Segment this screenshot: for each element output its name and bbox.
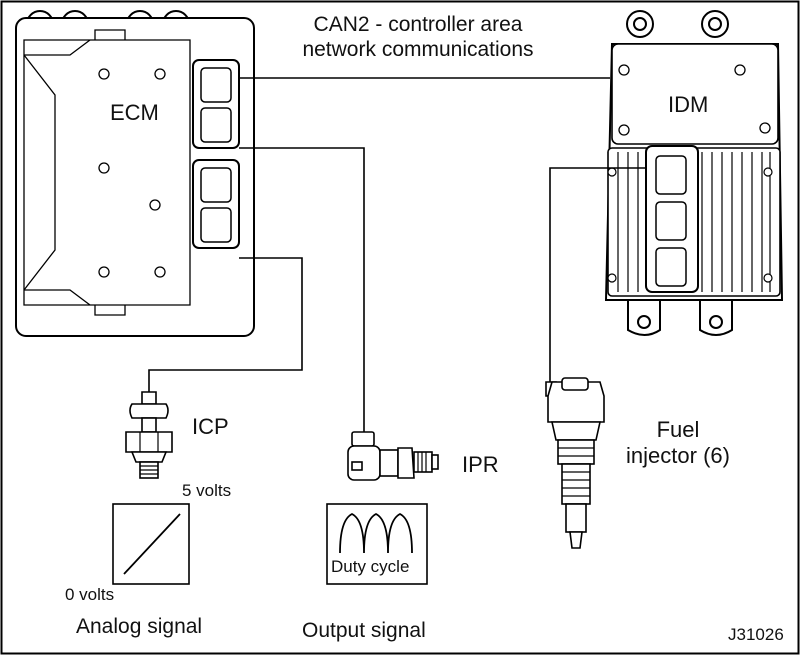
can2-label-line1: CAN2 - controller area — [313, 13, 523, 36]
fuel-injector-label-line2: injector (6) — [626, 443, 730, 469]
analog-signal-line — [123, 513, 181, 575]
fuel-injector-label-line1: Fuel — [656, 417, 700, 442]
duty-cycle-waveform — [339, 512, 413, 554]
duty-cycle-label: Duty cycle — [331, 557, 410, 576]
icp-wire — [148, 257, 303, 392]
fuel-injector-label: Fuel injector (6) — [608, 417, 748, 470]
can2-label-line2: network communications — [302, 38, 534, 62]
idm-label: IDM — [668, 92, 709, 117]
ecm-module — [15, 10, 255, 337]
five-volts-label: 5 volts — [182, 481, 232, 500]
ecm-label: ECM — [110, 100, 159, 125]
ipr-wire — [239, 147, 365, 432]
idm-module — [604, 10, 784, 336]
fuel-injector — [545, 377, 605, 549]
figure-id-label: J31026 — [728, 625, 784, 644]
icp-label: ICP — [192, 414, 229, 439]
injector-wire — [549, 167, 646, 382]
output-signal-graph — [326, 503, 428, 585]
icp-sensor — [125, 391, 173, 479]
ipr-label: IPR — [462, 452, 499, 477]
output-signal-label: Output signal — [302, 619, 426, 642]
analog-signal-label: Analog signal — [76, 615, 203, 638]
ipr-valve — [347, 431, 439, 481]
can2-label: CAN2 - controller area network communica… — [268, 12, 568, 62]
zero-volts-label: 0 volts — [65, 585, 115, 604]
analog-signal-graph — [112, 503, 190, 585]
wiring — [148, 77, 646, 432]
